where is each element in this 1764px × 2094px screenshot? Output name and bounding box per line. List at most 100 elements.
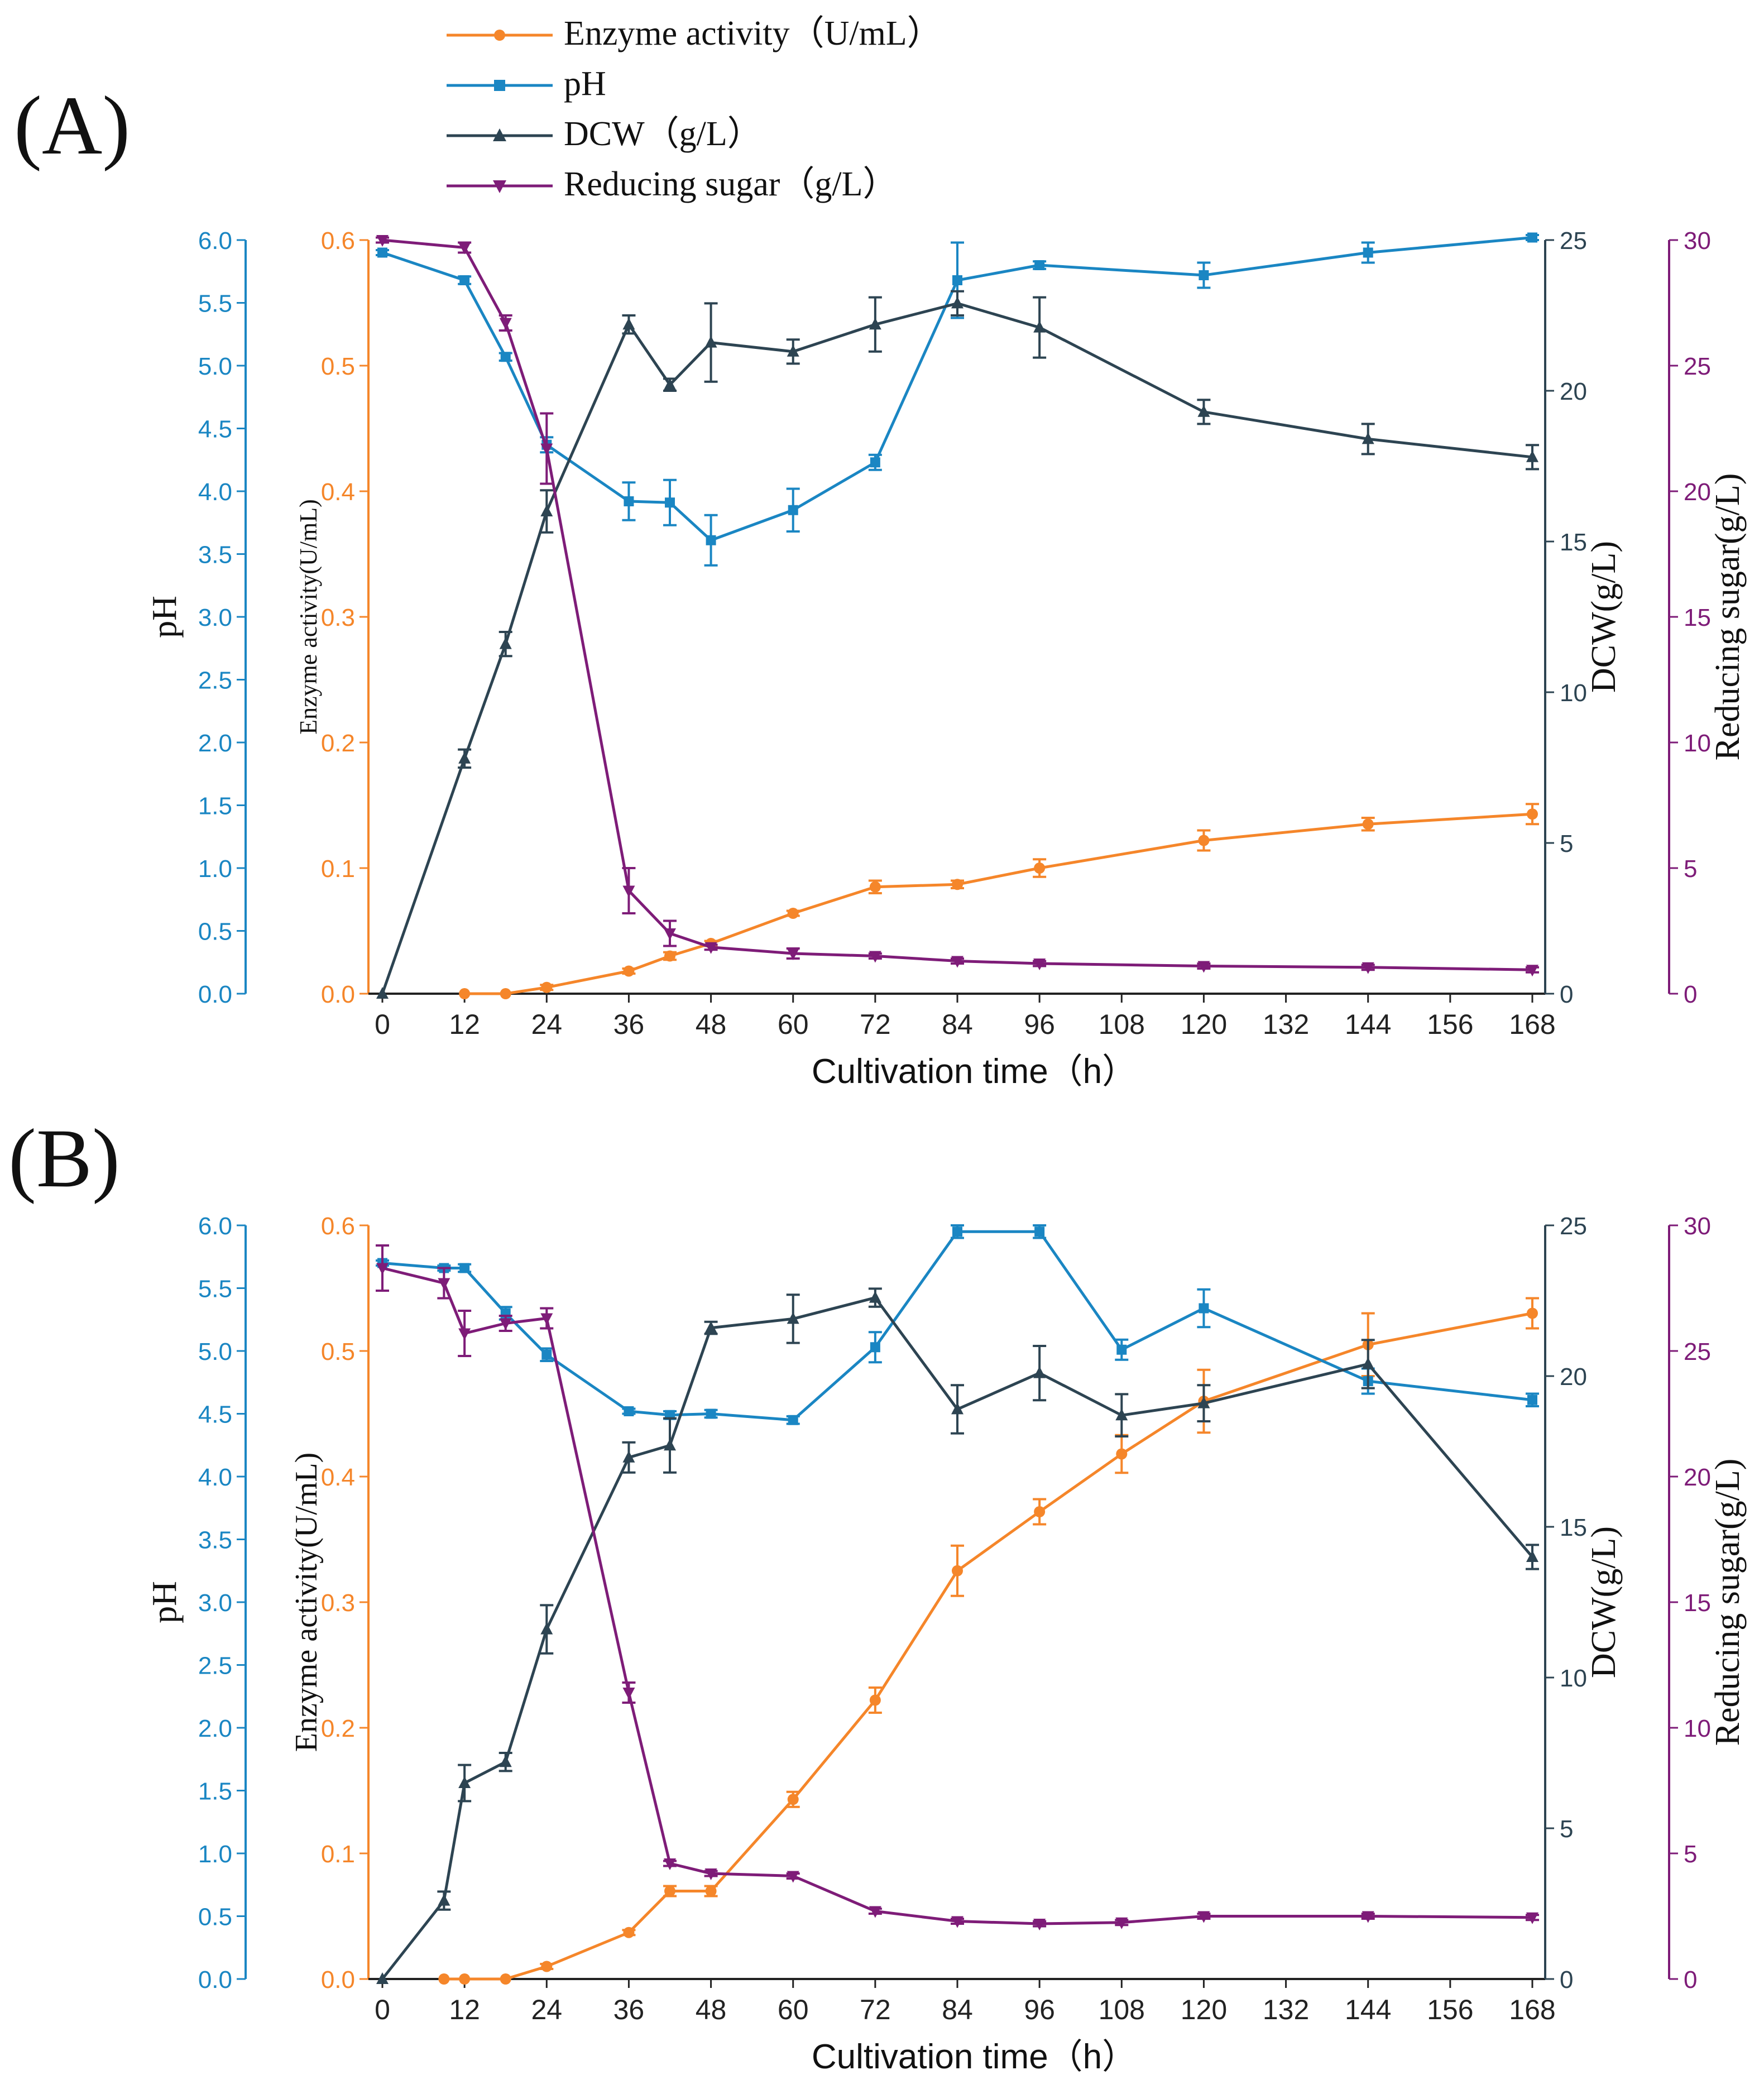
sugar-point <box>1362 962 1374 974</box>
ph-point <box>706 1408 716 1419</box>
legend-label-sugar: Reducing sugar（g/L） <box>564 165 898 203</box>
dcw-point <box>1197 1396 1210 1408</box>
ph-tick-label: 4.0 <box>198 478 232 506</box>
enzyme-tick-label: 0.3 <box>321 604 355 631</box>
sugar-point <box>787 1871 799 1883</box>
x-tick-label: 12 <box>449 1994 480 2025</box>
series-dcw <box>376 1287 1539 1984</box>
x-tick-label: 12 <box>449 1009 480 1040</box>
ph-tick-label: 0.5 <box>198 918 232 946</box>
enzyme-tick-label: 0.0 <box>321 1966 355 1994</box>
x-tick-label: 120 <box>1181 1009 1227 1040</box>
enzyme-point <box>787 908 799 919</box>
ph-point <box>1363 247 1373 258</box>
sugar-axis-title: Reducing sugar(g/L) <box>1709 1459 1747 1746</box>
sugar-tick-label: 10 <box>1684 1715 1711 1742</box>
enzyme-point <box>952 1565 963 1577</box>
legend-item-sugar: Reducing sugar（g/L） <box>447 165 898 203</box>
legend: Enzyme activity（U/mL） pH DCW（g/L） Reduci… <box>447 15 942 203</box>
sugar-point <box>1115 1917 1128 1929</box>
ph-line <box>382 236 1533 542</box>
dcw-tick-label: 20 <box>1560 1363 1587 1391</box>
sugar-point <box>499 318 512 330</box>
dcw-point <box>438 1894 450 1906</box>
sugar-point <box>376 1263 389 1275</box>
enzyme-tick-label: 0.4 <box>321 478 355 506</box>
sugar-point <box>1362 1911 1374 1923</box>
ph-point <box>1199 1303 1209 1314</box>
enzyme-point <box>459 1973 471 1985</box>
dcw-point <box>499 637 512 649</box>
x-axis-title: Cultivation time（h） <box>812 2038 1137 2076</box>
ph-point <box>1034 260 1045 270</box>
sugar-point <box>499 1318 512 1330</box>
x-tick-label: 72 <box>860 1009 891 1040</box>
dcw-point <box>376 1972 389 1984</box>
ph-tick-label: 6.0 <box>198 1213 232 1240</box>
sugar-point <box>438 1278 450 1290</box>
ph-point <box>1527 1395 1537 1405</box>
ph-tick-label: 0.0 <box>198 981 232 1008</box>
enzyme-tick-label: 0.1 <box>321 855 355 883</box>
dcw-point <box>458 751 471 764</box>
ph-point <box>541 1349 552 1360</box>
ph-point <box>952 275 962 285</box>
x-tick-label: 168 <box>1509 1009 1555 1040</box>
sugar-point <box>1526 1912 1538 1924</box>
ph-tick-label: 0.5 <box>198 1904 232 1931</box>
sugar-point <box>787 948 799 960</box>
x-tick-label: 60 <box>778 1009 809 1040</box>
ph-tick-label: 3.5 <box>198 542 232 569</box>
enzyme-point <box>623 965 635 977</box>
enzyme-point <box>1198 835 1210 846</box>
dcw-tick-label: 10 <box>1560 1665 1587 1692</box>
dcw-point <box>1362 1357 1374 1369</box>
enzyme-point <box>500 988 511 999</box>
ph-point <box>665 497 675 508</box>
enzyme-point <box>705 1885 717 1897</box>
sugar-point <box>664 1858 676 1870</box>
enzyme-point <box>1362 818 1374 830</box>
dcw-point <box>664 1439 676 1451</box>
sugar-point <box>376 235 389 247</box>
dcw-point <box>704 1321 717 1333</box>
enzyme-tick-label: 0.4 <box>321 1464 355 1491</box>
sugar-point <box>622 1688 635 1699</box>
legend-item-ph: pH <box>447 65 606 103</box>
x-tick-label: 96 <box>1024 1009 1055 1040</box>
sugar-line <box>382 238 1533 971</box>
dcw-line <box>381 1296 1533 1980</box>
x-tick-label: 36 <box>613 1994 645 2025</box>
enzyme-point <box>623 1927 635 1938</box>
ph-point <box>459 275 470 285</box>
sugar-axis-title: Reducing sugar(g/L) <box>1709 473 1747 761</box>
sugar-point <box>704 942 717 954</box>
legend-label-enzyme: Enzyme activity（U/mL） <box>564 15 942 52</box>
ph-point <box>788 1415 798 1425</box>
series-sugar <box>376 235 1539 977</box>
ph-tick-label: 4.0 <box>198 1464 232 1491</box>
x-tick-label: 108 <box>1099 1994 1145 2025</box>
x-tick-label: 156 <box>1427 1994 1473 2025</box>
dcw-point <box>704 336 717 348</box>
x-tick-label: 48 <box>696 1994 727 2025</box>
dcw-point <box>664 378 676 390</box>
x-tick-label: 48 <box>696 1009 727 1040</box>
ph-point <box>952 1226 962 1237</box>
panel-b: (B) 0 12 24 36 48 60 72 84 96 108 120 132 144 156 168 Cu… <box>8 1112 1747 2076</box>
dcw-tick-label: 15 <box>1560 529 1587 556</box>
enzyme-tick-label: 0.2 <box>321 1715 355 1742</box>
enzyme-point <box>1527 808 1538 820</box>
ph-point <box>706 535 716 545</box>
series-ph <box>376 1224 1539 1425</box>
sugar-tick-label: 30 <box>1684 1213 1711 1240</box>
panel-label: (A) <box>14 79 130 172</box>
sugar-tick-label: 25 <box>1684 1338 1711 1365</box>
ph-point <box>788 505 798 515</box>
ph-point <box>1034 1226 1045 1237</box>
ph-line <box>382 1230 1533 1422</box>
enzyme-point <box>952 879 963 890</box>
enzyme-axis-title: Enzyme activity(U/mL) <box>289 1453 324 1752</box>
ph-tick-label: 5.5 <box>198 290 232 318</box>
